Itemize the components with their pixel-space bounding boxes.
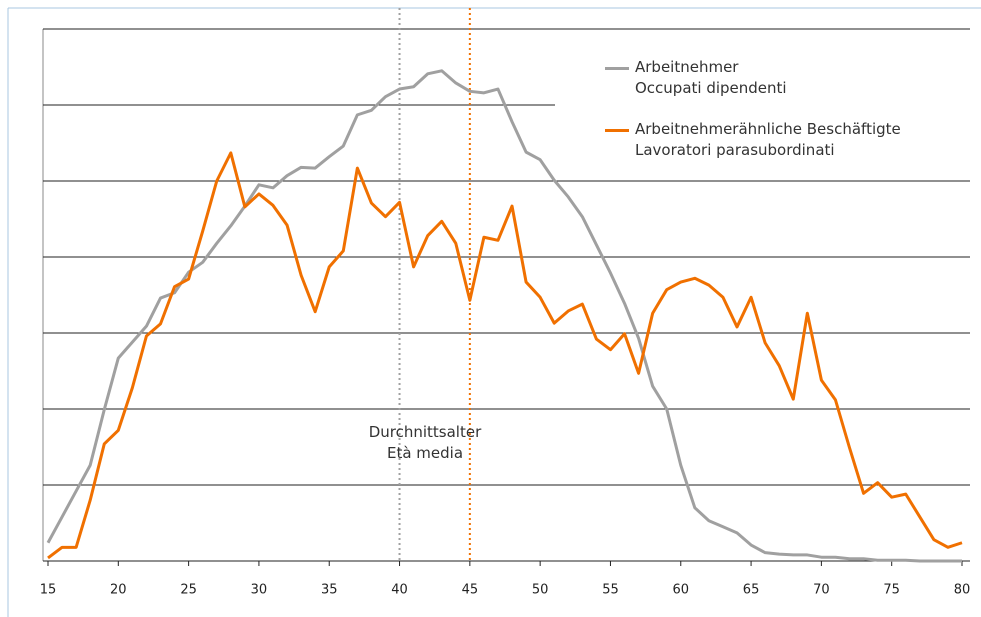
annotation: Durchnittsalter Età media — [368, 423, 482, 462]
x-tick-label: 40 — [391, 583, 408, 598]
x-tick-label: 45 — [462, 583, 479, 598]
series-line — [47, 151, 963, 560]
x-tick-label: 70 — [813, 583, 830, 598]
legend-item: Arbeitnehmer Occupati dipendenti — [605, 57, 787, 99]
legend-item: Arbeitnehmerähnliche Beschäftigte Lavora… — [605, 119, 901, 161]
x-tick-label: 35 — [321, 583, 338, 598]
legend-swatch — [605, 67, 629, 70]
x-tick-label: 50 — [532, 583, 549, 598]
legend-label: Arbeitnehmer Occupati dipendenti — [635, 58, 787, 97]
x-tick-label: 30 — [251, 583, 268, 598]
x-tick-label: 65 — [743, 583, 760, 598]
x-tick-label: 80 — [954, 583, 971, 598]
series-line — [46, 69, 962, 563]
x-tick-label: 75 — [883, 583, 900, 598]
x-tick-label: 55 — [602, 583, 619, 598]
x-tick-label: 20 — [110, 583, 127, 598]
legend-label: Arbeitnehmerähnliche Beschäftigte Lavora… — [635, 120, 901, 159]
x-tick-label: 15 — [40, 583, 57, 598]
legend-swatch — [605, 129, 629, 132]
x-tick-label: 25 — [180, 583, 197, 598]
x-tick-label: 60 — [672, 583, 689, 598]
